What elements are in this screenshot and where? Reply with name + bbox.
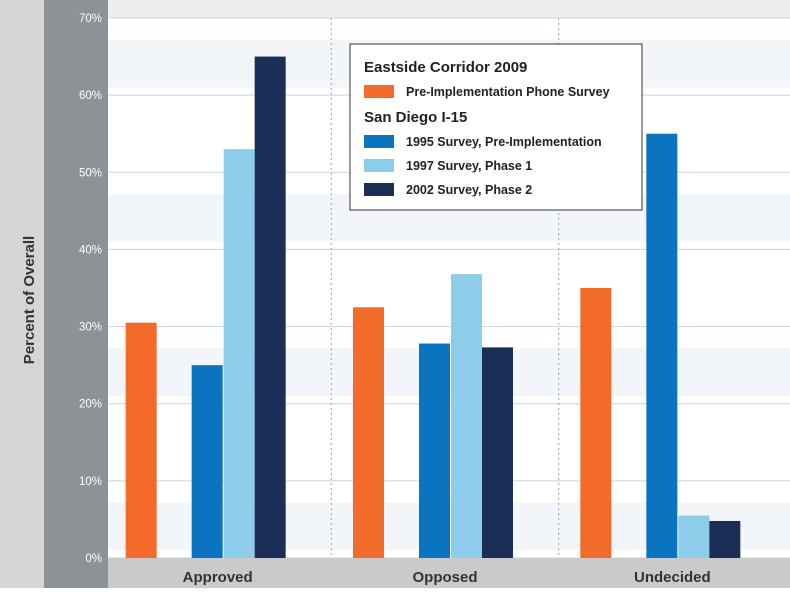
y-tick-label: 30% — [79, 322, 102, 334]
legend-swatch — [364, 135, 394, 148]
bar-undecided-2 — [678, 515, 710, 558]
legend-group-title: San Diego I-15 — [364, 109, 467, 126]
bar-opposed-1 — [419, 343, 450, 558]
y-axis-label: Percent of Overall — [21, 236, 38, 364]
x-tick-label: Undecided — [634, 569, 711, 586]
x-axis-band — [108, 558, 790, 588]
y-tick-label: 10% — [79, 476, 102, 488]
bar-undecided-1 — [646, 133, 678, 558]
y-tick-label: 50% — [79, 167, 102, 179]
legend-entry-label: 1997 Survey, Phase 1 — [406, 159, 532, 173]
top-band — [108, 0, 790, 18]
y-axis-panel — [44, 0, 108, 588]
legend-group-title: Eastside Corridor 2009 — [364, 59, 527, 76]
legend: Eastside Corridor 2009 Pre-Implementation… — [349, 43, 643, 211]
bar-approved-0 — [125, 322, 157, 558]
legend-entry-label: 1995 Survey, Pre-Implementation — [406, 135, 602, 149]
chart-bars — [125, 56, 741, 558]
x-tick-label: Opposed — [412, 569, 477, 586]
y-tick-label: 0% — [85, 553, 102, 565]
y-axis: 0% 10% 20% 30% 40% 50% 60% 70% — [79, 13, 102, 565]
legend-entry-label: 2002 Survey, Phase 2 — [406, 183, 532, 197]
y-tick-label: 40% — [79, 244, 102, 256]
bar-approved-1 — [191, 365, 223, 558]
legend-entry-label: Pre-Implementation Phone Survey — [406, 85, 610, 99]
y-label-panel — [0, 0, 44, 588]
x-tick-label: Approved — [183, 569, 253, 586]
bar-undecided-0 — [580, 288, 612, 558]
bar-approved-2 — [223, 149, 255, 558]
legend-swatch — [364, 183, 394, 196]
y-tick-label: 70% — [79, 13, 102, 25]
legend-swatch — [364, 159, 394, 172]
y-tick-label: 20% — [79, 399, 102, 411]
bar-opposed-0 — [353, 307, 384, 558]
x-axis: Approved Opposed Undecided — [108, 558, 790, 588]
legend-box — [349, 43, 643, 211]
bar-opposed-2 — [451, 274, 482, 558]
legend-swatch — [364, 85, 394, 98]
bar-opposed-3 — [482, 347, 513, 558]
bar-undecided-3 — [709, 520, 741, 558]
bar-approved-3 — [254, 56, 286, 558]
y-tick-label: 60% — [79, 90, 102, 102]
